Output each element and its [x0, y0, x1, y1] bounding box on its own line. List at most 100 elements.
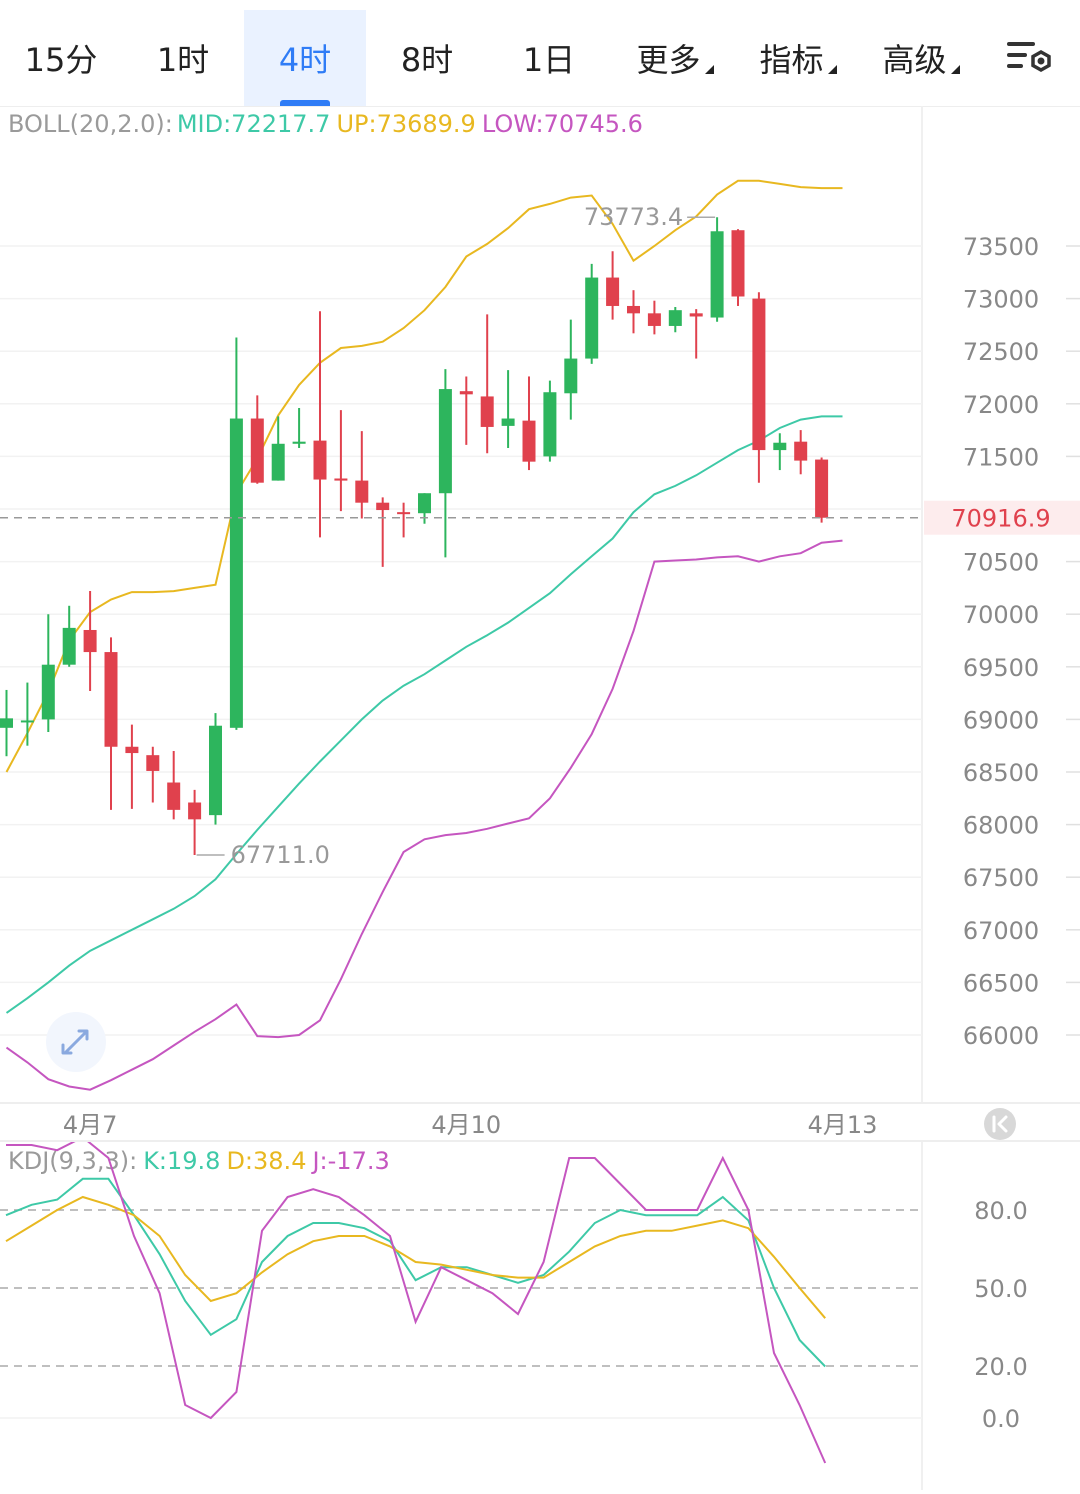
kdj-tick-label: 50.0 — [974, 1275, 1027, 1303]
tab-more-dropdown[interactable]: 更多 — [614, 10, 736, 106]
candle-body-up — [585, 277, 599, 359]
candle-body-up — [543, 392, 557, 457]
boll-mid-value: MID:72217.7 — [176, 110, 331, 138]
tab-label: 4时 — [278, 41, 332, 79]
high-price-label: 73773.4 — [584, 203, 683, 231]
candle-body-up — [668, 310, 682, 326]
dropdown-caret-icon — [827, 64, 837, 74]
candle-body-up — [438, 389, 452, 494]
dropdown-caret-icon — [704, 64, 714, 74]
candle-body-up — [229, 418, 243, 728]
candle-body-down — [250, 418, 264, 483]
price-tick-label: 68500 — [963, 759, 1039, 787]
tab-1day[interactable]: 1日 — [488, 10, 610, 106]
tab-label: 15分 — [24, 41, 98, 79]
price-tick-label: 66500 — [963, 969, 1039, 997]
kdj-j-value: J:-17.3 — [312, 1147, 390, 1175]
kdj-d-line — [5, 1195, 826, 1319]
candle-body-down — [397, 512, 411, 515]
candle-body-down — [480, 396, 494, 427]
candle-body-down — [731, 230, 745, 297]
dropdown-caret-icon — [950, 64, 960, 74]
candle-body-up — [41, 664, 55, 720]
kdj-k-value: K:19.8 — [143, 1147, 221, 1175]
candle-body-down — [376, 502, 390, 511]
kdj-d-value: D:38.4 — [226, 1147, 307, 1175]
price-tick-label: 73000 — [963, 286, 1039, 314]
candle-body-down — [627, 305, 640, 314]
candle-body-down — [355, 480, 369, 503]
candle-body-down — [167, 782, 181, 810]
candle-body-down — [606, 277, 620, 306]
candle-body-down — [125, 746, 139, 754]
kdj-tick-label: 80.0 — [974, 1197, 1027, 1225]
boll-mid-line — [5, 415, 843, 1014]
candle-body-down — [83, 629, 97, 653]
price-tick-label: 66000 — [963, 1022, 1039, 1050]
boll-label: BOLL(20,2.0): — [8, 110, 173, 138]
candle-body-down — [146, 755, 160, 771]
price-tick-label: 71500 — [963, 443, 1039, 471]
jump-to-latest-icon[interactable] — [984, 1108, 1016, 1140]
boll-low-line — [5, 539, 843, 1091]
expand-arrows-icon[interactable] — [46, 1012, 106, 1072]
candle-body-down — [647, 313, 661, 326]
date-tick-label: 4月7 — [63, 1111, 118, 1139]
tab-8hour[interactable]: 8时 — [366, 10, 488, 106]
chart-settings-icon — [1007, 42, 1051, 73]
current-price-label: 70916.9 — [951, 505, 1050, 533]
tab-label: 1时 — [156, 41, 210, 79]
kdj-tick-label: 0.0 — [982, 1405, 1020, 1433]
candle-body-up — [710, 231, 724, 318]
current-price-tag — [924, 500, 1080, 535]
candle-body-down — [752, 298, 766, 451]
price-tick-label: 73500 — [963, 233, 1039, 261]
chart-settings-button[interactable] — [990, 10, 1070, 106]
price-tick-label: 70500 — [963, 549, 1039, 577]
candle-body-up — [292, 441, 306, 444]
boll-up-line — [5, 179, 843, 773]
candle-body-up — [0, 718, 13, 728]
candle-body-up — [271, 443, 285, 481]
timeframe-tabbar: 15分 1时 4时 8时 1日 更多 指标 高级 — [0, 0, 1080, 107]
tab-label: 高级 — [882, 41, 947, 79]
price-tick-label: 67500 — [963, 864, 1039, 892]
candle-body-up — [209, 725, 222, 816]
date-tick-label: 4月10 — [431, 1111, 501, 1139]
tab-4hour[interactable]: 4时 — [244, 10, 366, 106]
kdj-label: KDJ(9,3,3): — [8, 1147, 138, 1175]
candle-body-up — [62, 627, 76, 665]
price-tick-label: 67000 — [963, 917, 1039, 945]
tab-advanced-dropdown[interactable]: 高级 — [860, 10, 982, 106]
tab-indicators-dropdown[interactable]: 指标 — [737, 10, 859, 106]
low-price-label: 67711.0 — [231, 841, 330, 869]
candle-body-down — [689, 313, 703, 317]
candle-body-down — [522, 420, 536, 462]
candle-body-down — [794, 441, 808, 461]
tab-label: 指标 — [759, 41, 824, 79]
tab-1hour[interactable]: 1时 — [122, 10, 244, 106]
candle-body-up — [501, 418, 515, 426]
price-tick-label: 70000 — [963, 601, 1039, 629]
price-tick-label: 69000 — [963, 706, 1039, 734]
candle-body-up — [20, 720, 34, 723]
kdj-legend: KDJ(9,3,3): K:19.8 D:38.4 J:-17.3 — [8, 1147, 396, 1175]
price-tick-label: 68000 — [963, 812, 1039, 840]
tab-label: 8时 — [400, 41, 454, 79]
price-tick-label: 72500 — [963, 338, 1039, 366]
price-chart[interactable]: 73500 73000 72500 72000 71500 70500 70000 69500… — [0, 106, 1080, 1142]
kdj-k-line — [5, 1177, 826, 1368]
kdj-j-line — [6, 1142, 827, 1464]
candle-body-down — [188, 802, 202, 820]
candle-body-down — [334, 478, 348, 481]
kdj-chart[interactable]: 80.0 50.0 20.0 0.0 — [0, 1142, 1080, 1492]
candle-body-down — [815, 459, 829, 518]
active-tab-indicator — [280, 100, 330, 106]
boll-legend: BOLL(20,2.0): MID:72217.7 UP:73689.9 LOW:70… — [8, 110, 649, 138]
boll-low-value: LOW:70745.6 — [481, 110, 643, 138]
boll-up-value: UP:73689.9 — [336, 110, 476, 138]
candle-body-up — [418, 493, 431, 514]
candle-body-down — [104, 652, 118, 747]
tab-15min[interactable]: 15分 — [0, 10, 122, 106]
date-tick-label: 4月13 — [808, 1111, 878, 1139]
